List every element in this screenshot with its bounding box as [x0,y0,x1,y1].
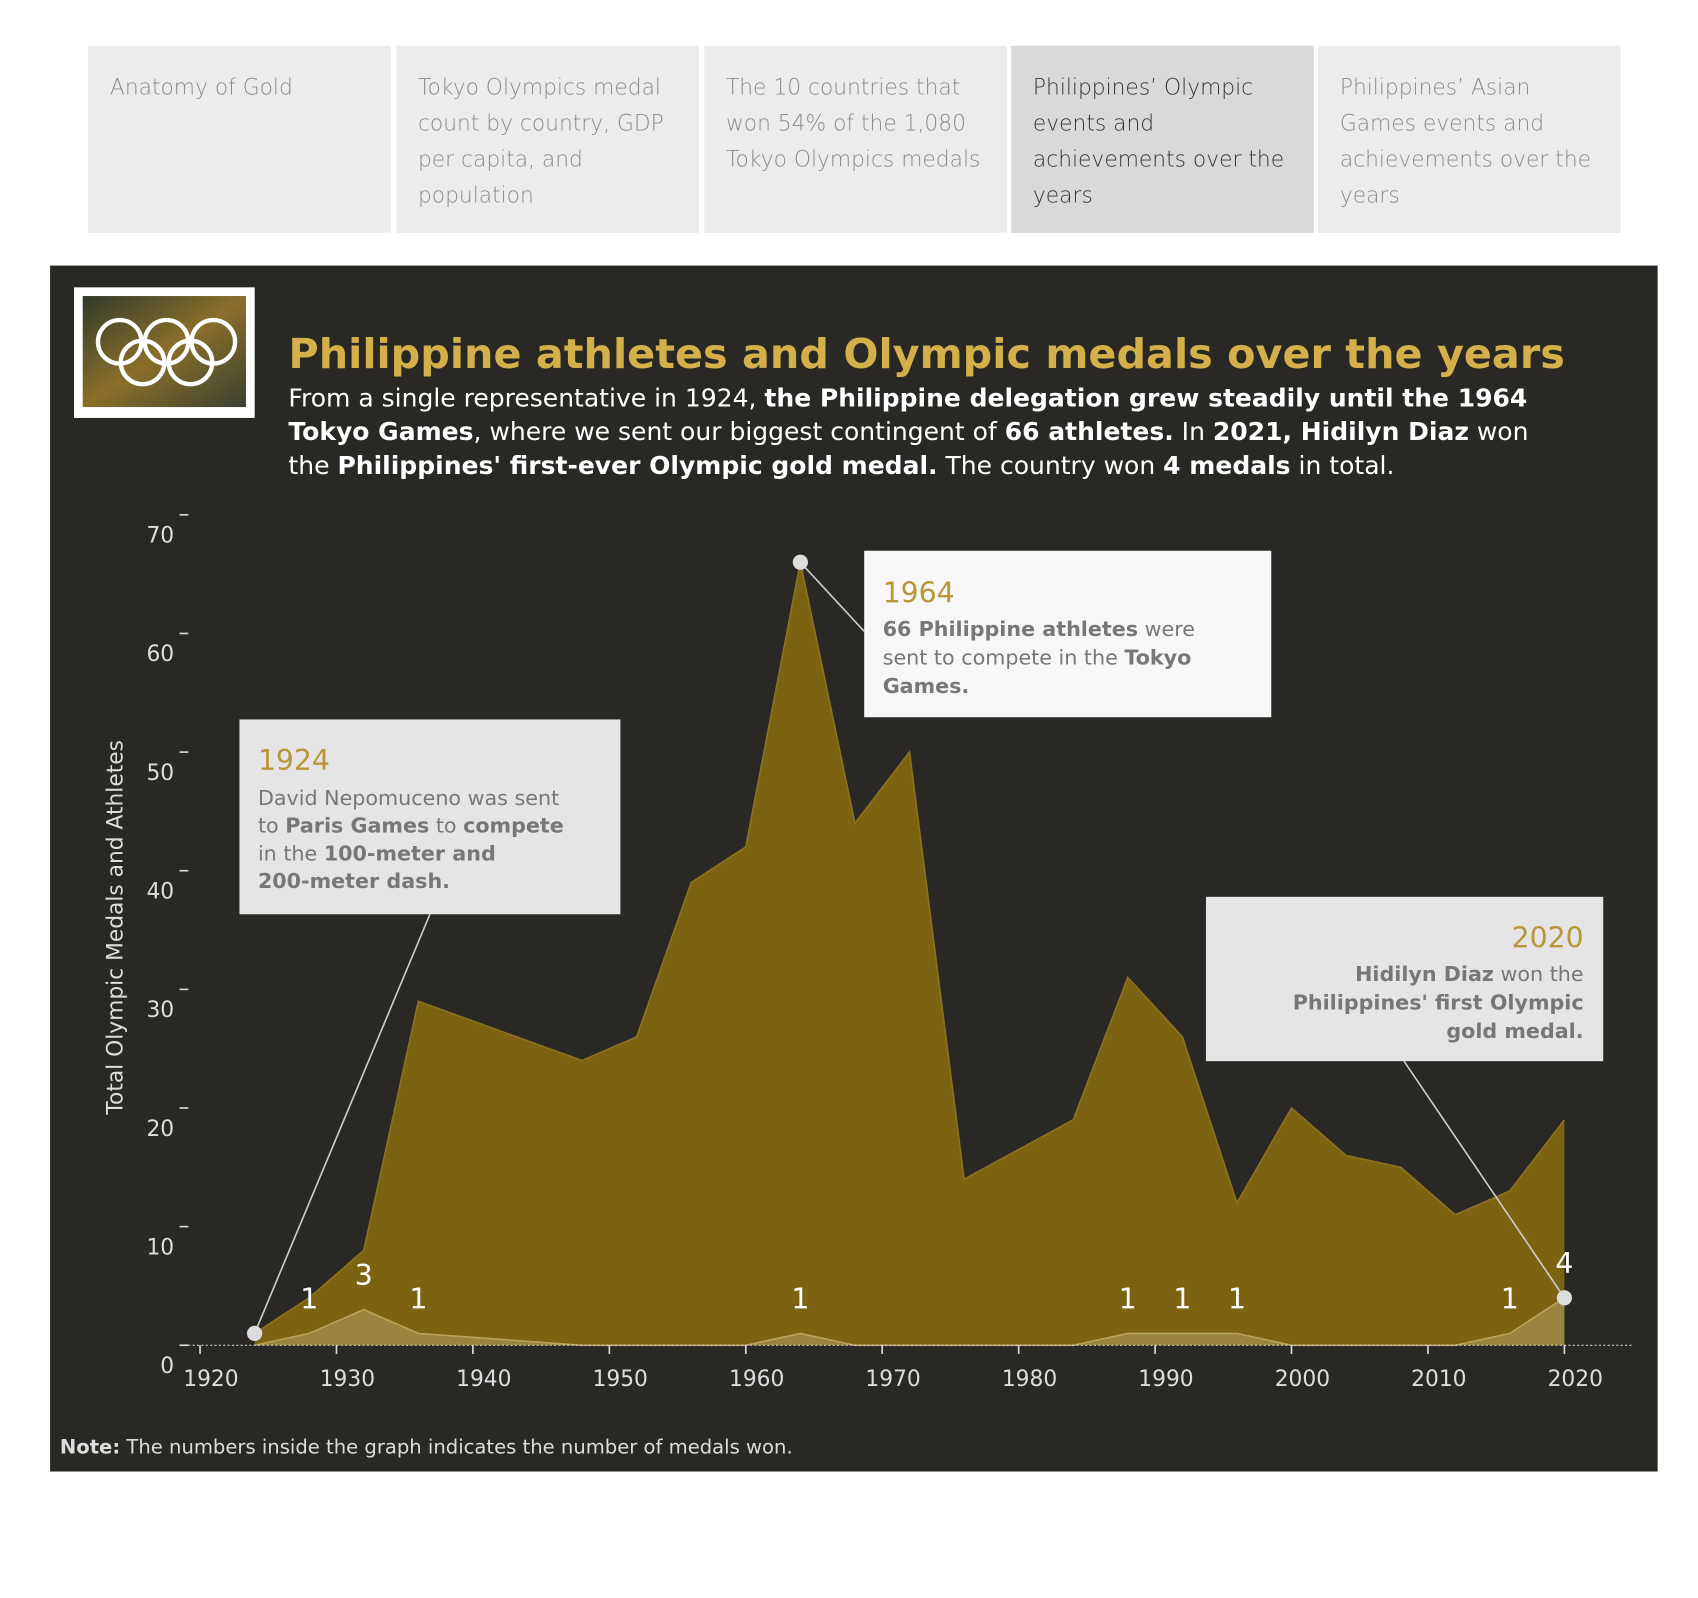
tab[interactable]: Tokyo Olympics medal count by country, G… [396,45,699,233]
annotation-connector [799,561,865,632]
x-tick-label: 2010 [1411,1367,1466,1392]
x-tick-label: 2000 [1275,1367,1330,1392]
data-label: 1 [1119,1283,1137,1316]
bold-text: Games. [883,674,970,698]
text-run: , where we sent our biggest contingent o… [474,417,1005,446]
tab[interactable]: Philippines’ Asian Games events and achi… [1318,45,1621,233]
tab[interactable]: The 10 countries that won 54% of the 1,0… [704,45,1007,233]
annotation-connector [253,913,431,1334]
y-tick-label: 70 [146,524,174,549]
data-label: 1 [1501,1283,1519,1316]
annotation-box [1205,896,1604,1062]
y-tick-label: 10 [146,1235,174,1260]
annotation-marker [247,1325,263,1342]
text-line: the Philippines' first-ever Olympic gold… [288,451,1394,480]
bold-text: Tokyo [1124,645,1191,669]
y-tick-label: 60 [146,642,174,667]
y-tick-label: 50 [146,761,174,786]
text-run: were [1138,617,1195,641]
note-label: Note: [60,1435,120,1458]
note-text: The numbers inside the graph indicates t… [120,1435,793,1458]
text-run: The country won [938,451,1164,480]
tab[interactable]: Anatomy of Gold [88,45,391,233]
bold-text: gold medal. [1446,1019,1583,1043]
data-label: 1 [409,1283,427,1316]
bold-text: 200-meter dash. [258,869,450,893]
chart-title: Philippine athletes and Olympic medals o… [288,330,1564,378]
text-run: won the [1494,962,1584,986]
text-line: Hidilyn Diaz won the [1355,962,1584,986]
x-tick-label: 1980 [1002,1367,1057,1392]
y-axis-label: Total Olympic Medals and Athletes [103,740,128,1116]
bold-text: 2021, Hidilyn Diaz [1213,417,1469,446]
data-label: 1 [300,1283,318,1316]
text-run: sent to compete in the [883,645,1125,669]
text-run: the [288,451,337,480]
bold-text: the Philippine delegation grew steadily … [764,383,1527,412]
text-run: From a single representative in 1924, [288,383,764,412]
bold-text: Hidilyn Diaz [1355,962,1494,986]
bold-text: compete [463,814,564,838]
x-tick-label: 1920 [183,1367,238,1392]
annotation-box [864,550,1272,718]
text-run: won [1469,417,1529,446]
text-line: Tokyo Games, where we sent our biggest c… [288,417,1528,446]
text-line: David Nepomuceno was sent [258,786,559,810]
text-line: 66 Philippine athletes were [883,617,1195,641]
text-line: in the 100-meter and [258,841,496,865]
bold-text: 4 medals [1163,451,1290,480]
data-label: 1 [1173,1283,1191,1316]
text-run: in the [258,841,324,865]
bold-text: 66 athletes. [1005,417,1174,446]
annotation-title: 2020 [1512,921,1584,954]
y-tick-label: 0 [160,1354,174,1379]
data-label: 3 [355,1259,373,1292]
x-tick-label: 1990 [1138,1367,1193,1392]
x-tick-label: 1960 [729,1367,784,1392]
text-line: Philippines' first Olympic [1293,991,1584,1015]
annotation-marker [1556,1290,1573,1306]
text-line: Games. [883,674,970,698]
y-tick-label: 40 [146,879,174,904]
annotation-marker [792,554,808,570]
y-tick-label: 30 [146,998,174,1023]
annotation-box [239,719,621,915]
x-tick-label: 1930 [320,1367,375,1392]
bold-text: Paris Games [285,814,429,838]
area-line [254,562,1566,1335]
text-line: sent to compete in the Tokyo [883,645,1192,669]
note: Note: The numbers inside the graph indic… [60,1435,793,1458]
data-label: 4 [1555,1247,1573,1280]
x-tick-label: 2020 [1548,1367,1603,1392]
area [254,562,1565,1346]
text-run: to [258,814,285,838]
text-run: David Nepomuceno was sent [258,786,559,810]
text-run: In [1174,417,1213,446]
bold-text: Tokyo Games [288,417,473,446]
annotation-connector [1403,1060,1566,1299]
text-line: From a single representative in 1924, th… [288,383,1527,412]
bold-text: Philippines' first Olympic [1293,991,1584,1015]
text-line: 200-meter dash. [258,869,450,893]
bold-text: 100-meter and [324,841,496,865]
annotation-title: 1924 [258,744,330,777]
tab[interactable]: Philippines’ Olympic events and achievem… [1011,45,1314,233]
text-run: to [429,814,463,838]
bold-text: Philippines' first-ever Olympic gold med… [337,451,937,480]
text-run: in total. [1291,451,1395,480]
y-tick-label: 20 [146,1117,174,1142]
text-line: gold medal. [1446,1019,1583,1043]
text-line: to Paris Games to compete [258,814,564,838]
x-tick-label: 1940 [456,1367,511,1392]
x-tick-label: 1950 [593,1367,648,1392]
bold-text: 66 Philippine athletes [883,617,1138,641]
annotation-title: 1964 [883,576,955,609]
logo [74,287,255,418]
x-tick-label: 1970 [865,1367,920,1392]
data-label: 1 [1228,1283,1246,1316]
data-label: 1 [791,1283,809,1316]
